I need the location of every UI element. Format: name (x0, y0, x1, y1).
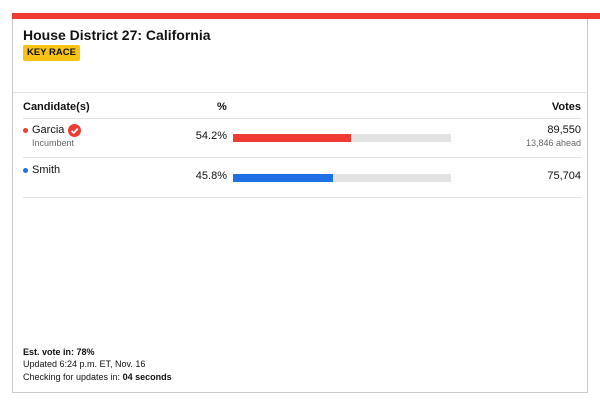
title: House District 27: California (23, 27, 211, 43)
row-divider (23, 197, 581, 198)
panel (12, 13, 588, 393)
row-divider (23, 157, 581, 158)
winner-icon (68, 124, 81, 137)
candidate-note: Incumbent (32, 138, 75, 148)
votes: 89,550 (547, 124, 581, 136)
votes: 75,704 (547, 170, 581, 182)
bar-track (233, 174, 451, 182)
percent: 45.8% (195, 170, 227, 182)
divider (13, 92, 588, 93)
badge: KEY RACE (23, 45, 80, 61)
column-header: Votes (551, 101, 581, 113)
column-header: % (217, 101, 227, 113)
bar (233, 134, 352, 142)
lead: 13,846 ahead (525, 138, 581, 148)
candidate-name: Smith (32, 164, 61, 176)
checking-label: Checking for updates in: (23, 372, 121, 382)
percent: 54.2% (195, 130, 227, 142)
candidate-name: Garcia (32, 124, 65, 136)
bar-track (233, 134, 451, 142)
updated: Updated 6:24 p.m. ET, Nov. 16 (23, 359, 146, 369)
checking: Checking for updates in: 04 seconds (23, 372, 172, 382)
divider (23, 118, 581, 119)
bar (233, 174, 333, 182)
column-header: Candidate(s) (23, 101, 90, 113)
candidate-dot (23, 168, 28, 173)
candidate-dot (23, 128, 28, 133)
countdown: 04 seconds (122, 372, 172, 382)
accent-bar (12, 13, 600, 19)
est-vote: Est. vote in: 78% (23, 347, 95, 357)
